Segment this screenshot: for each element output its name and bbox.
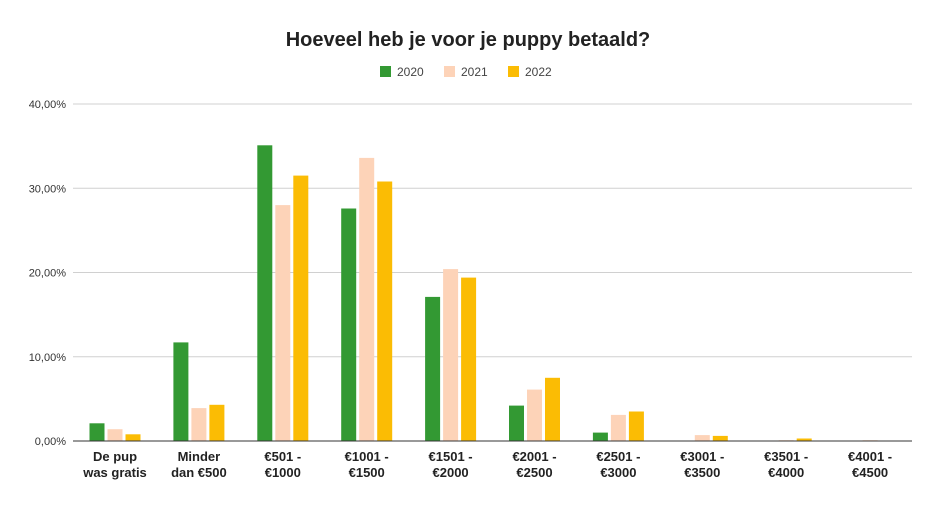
- bars: [89, 145, 878, 442]
- bar-2022-0: [125, 434, 141, 441]
- chart-title: Hoeveel heb je voor je puppy betaald?: [286, 29, 651, 51]
- x-tick-label: €2001 -€2500: [512, 449, 556, 480]
- gridlines: [73, 103, 912, 358]
- legend-swatch-2020: [380, 66, 391, 77]
- y-tick-label: 30,00%: [29, 183, 67, 195]
- bar-2021-4: [443, 269, 459, 441]
- x-axis-ticks: De pup was gratis Minder dan €500 €501 -€100…: [82, 449, 892, 480]
- legend-label-2020: 2020: [397, 65, 424, 79]
- y-axis-ticks: 0,00% 10,00% 20,00% 30,00% 40,00%: [29, 99, 67, 448]
- bar-2020-3: [341, 208, 357, 441]
- bar-2021-6: [610, 414, 626, 441]
- bar-2022-7: [712, 435, 728, 441]
- y-tick-label: 20,00%: [29, 268, 67, 280]
- bar-2021-1: [191, 408, 207, 441]
- bar-2020-1: [173, 342, 189, 441]
- bar-2021-0: [107, 429, 123, 441]
- bar-2022-3: [377, 181, 393, 441]
- bar-2022-4: [461, 277, 477, 441]
- bar-2021-2: [275, 205, 291, 441]
- x-tick-label: €1501 -€2000: [429, 449, 473, 480]
- legend-swatch-2022: [508, 66, 519, 77]
- bar-2020-5: [509, 405, 524, 441]
- bar-2022-6: [628, 411, 644, 441]
- y-tick-label: 0,00%: [35, 436, 66, 448]
- y-tick-label: 10,00%: [29, 352, 67, 364]
- x-tick-label: €3001 -€3500: [680, 449, 724, 480]
- bar-2022-5: [545, 377, 560, 441]
- legend-label-2021: 2021: [461, 65, 488, 79]
- y-tick-label: 40,00%: [29, 99, 67, 111]
- bar-2022-1: [209, 404, 225, 441]
- bar-2020-4: [425, 296, 441, 441]
- bar-2021-7: [694, 435, 710, 441]
- bar-2021-3: [359, 157, 375, 441]
- x-tick-label: €4001 -€4500: [848, 449, 892, 480]
- x-tick-label: €501 -€1000: [264, 449, 301, 480]
- bar-2020-6: [592, 432, 608, 441]
- legend: 2020 2021 2022: [380, 65, 552, 79]
- legend-label-2022: 2022: [525, 65, 552, 79]
- bar-2021-5: [527, 389, 542, 441]
- x-tick-label: €3501 -€4000: [764, 449, 808, 480]
- x-tick-label: €2501 -€3000: [596, 449, 640, 480]
- x-tick-label: €1001 -€1500: [345, 449, 389, 480]
- x-tick-label: Minder dan €500: [171, 449, 227, 480]
- bar-2022-2: [293, 175, 309, 441]
- bar-2020-0: [89, 423, 105, 441]
- bar-2020-2: [257, 145, 273, 442]
- legend-swatch-2021: [444, 66, 455, 77]
- bar-2022-8: [796, 438, 812, 441]
- x-tick-label: De pup was gratis: [82, 449, 147, 480]
